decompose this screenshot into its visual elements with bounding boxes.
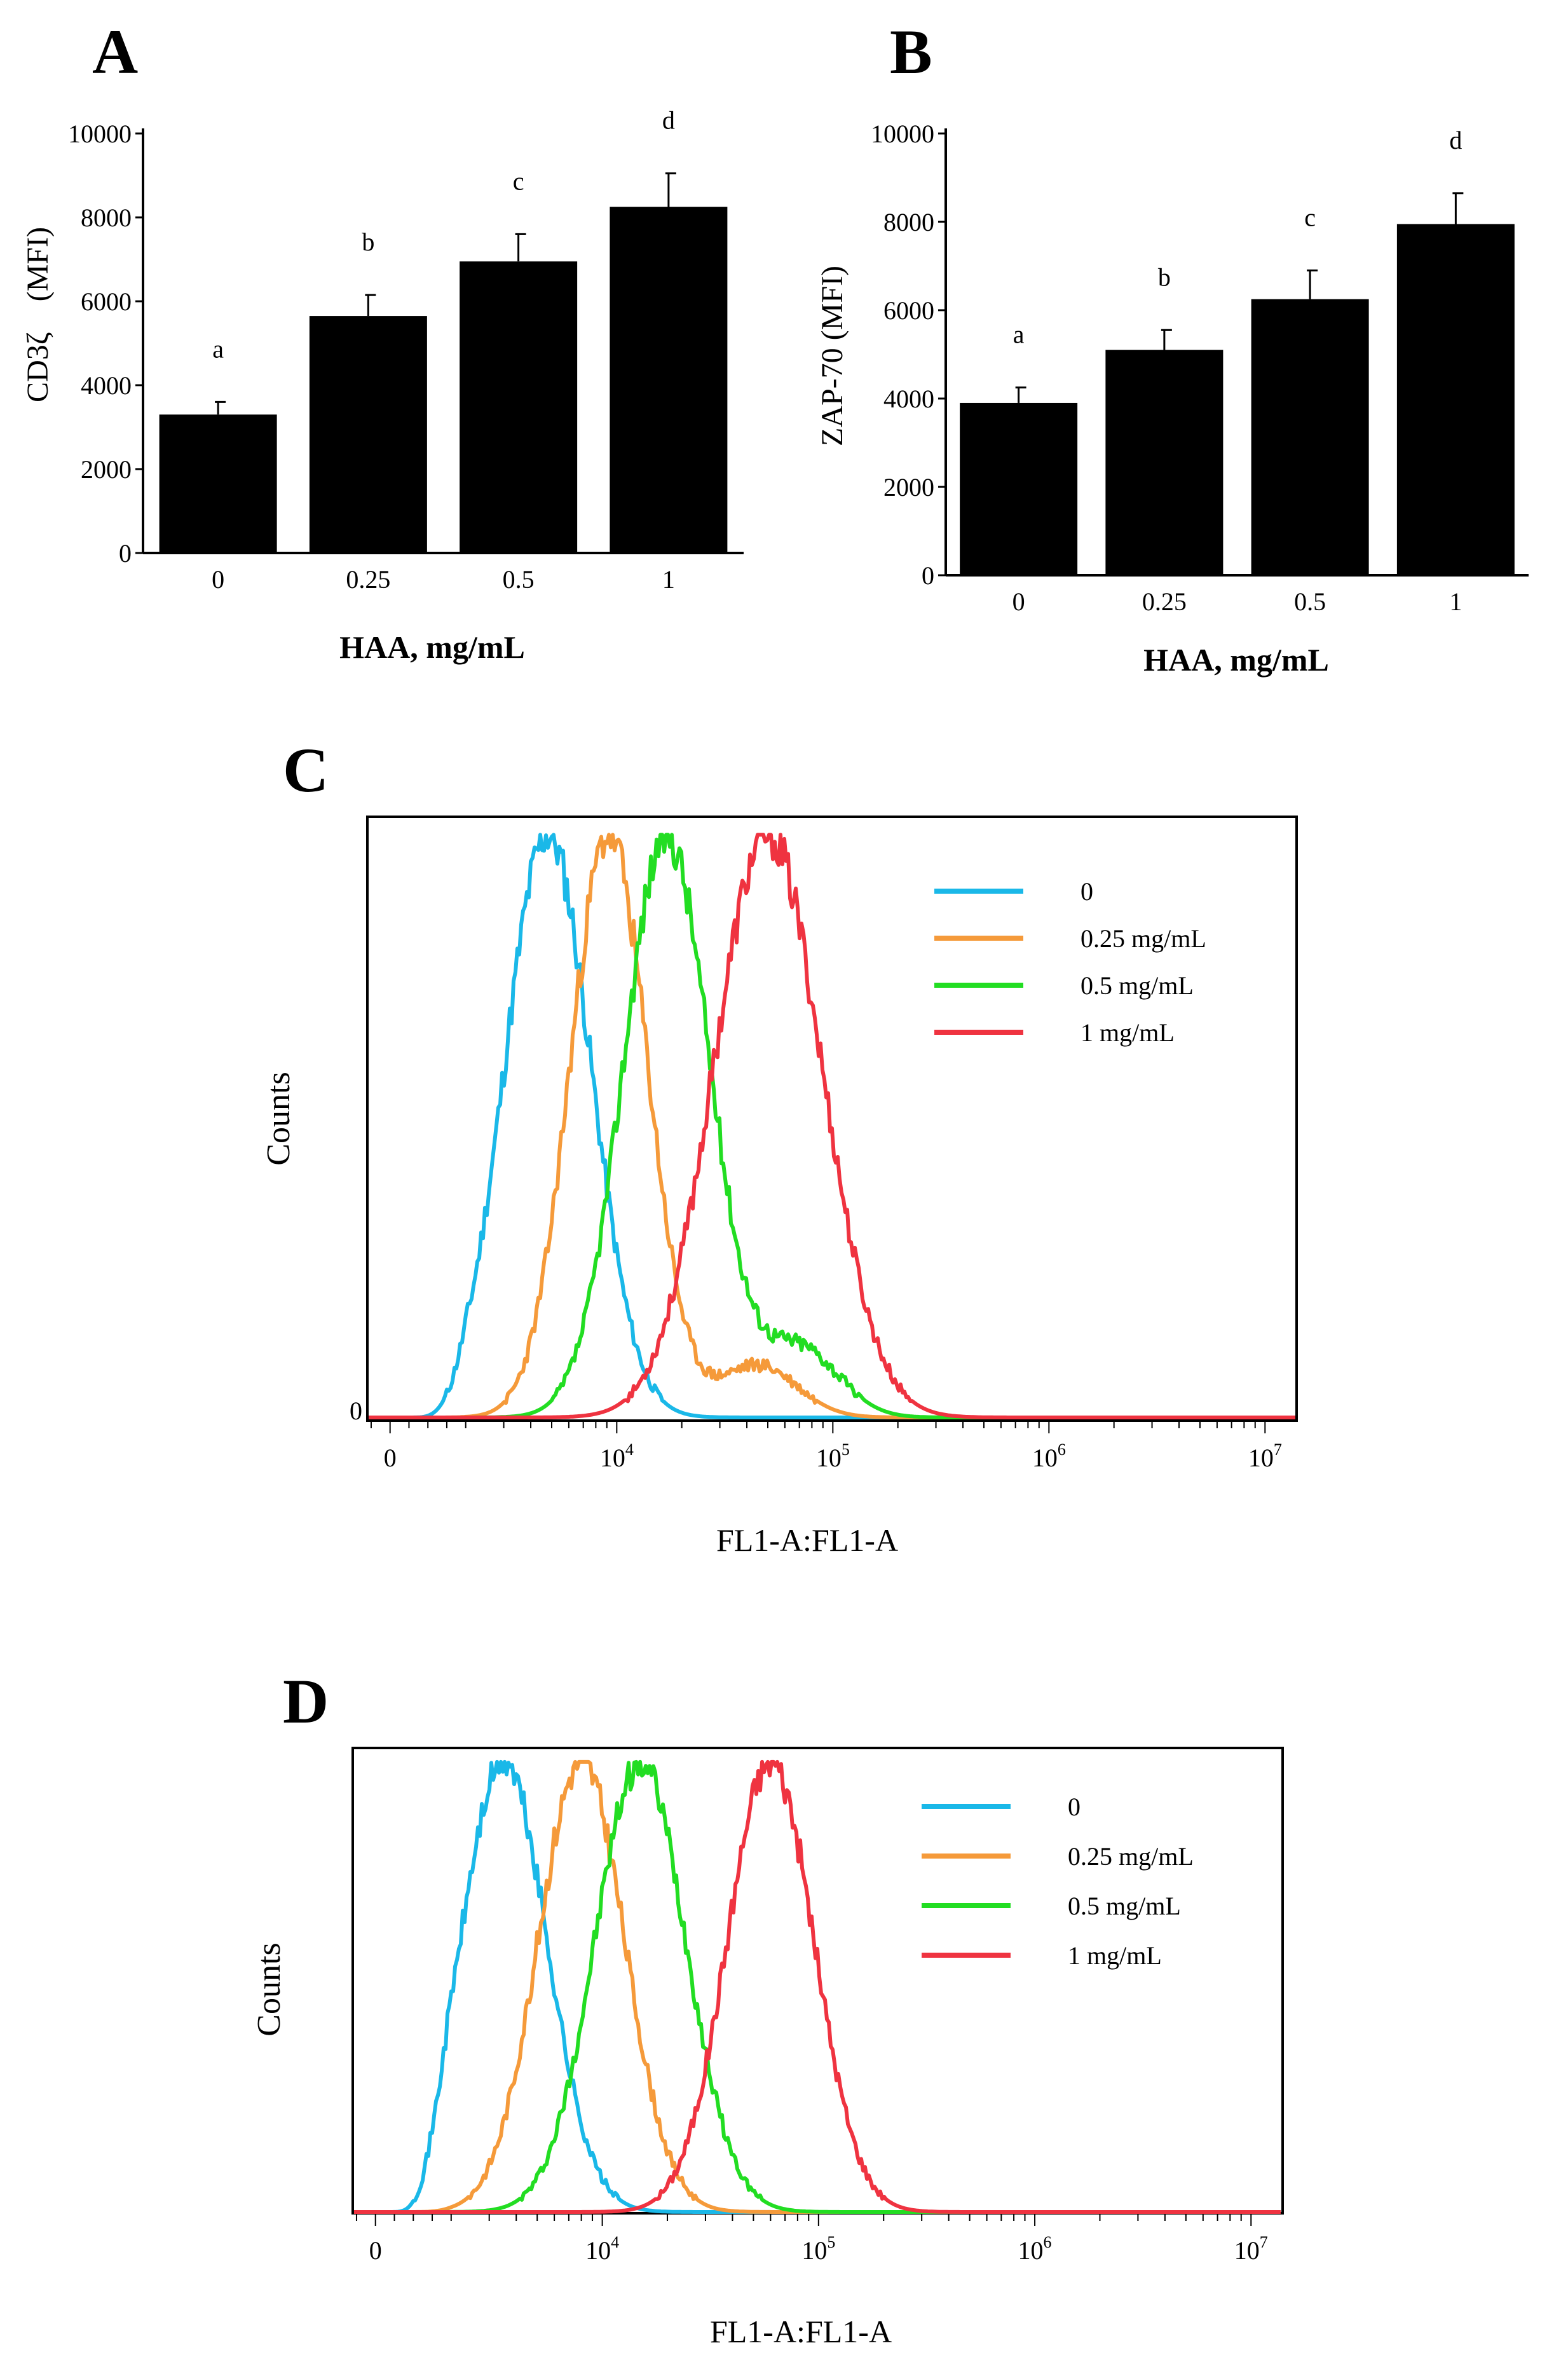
panel-a-x-tick-label: 1 — [662, 565, 675, 594]
panel-a-bar — [309, 316, 427, 553]
panel-b-significance-letter: a — [1013, 320, 1025, 349]
panel-d-x-tick-label: 106 — [1018, 2233, 1052, 2265]
panel-d-histogram: D Counts FL1-A:FL1-A 0 104 105 106 107 0 0.25 … — [251, 1666, 1284, 2349]
panel-a-significance-letter: b — [362, 228, 374, 256]
panel-c-plot-frame — [366, 816, 1298, 1422]
panel-b-x-tick-label: 0.5 — [1294, 587, 1326, 616]
panel-b-bar — [960, 402, 1078, 575]
panel-c-x-tick-label: 105 — [816, 1440, 850, 1472]
panel-c-x-tick-label: 104 — [600, 1440, 634, 1472]
panel-c-legend-label: 0 — [1081, 877, 1093, 906]
panel-d-legend-label: 0.25 mg/mL — [1068, 1842, 1194, 1871]
panel-a-significance-letter: c — [513, 167, 524, 195]
panel-b-x-axis-label: HAA, mg/mL — [1143, 642, 1329, 678]
panel-a-y-tick-label: 4000 — [81, 371, 132, 400]
panel-d-x-tick-label: 104 — [585, 2233, 619, 2265]
panel-b-significance-letter: c — [1304, 203, 1316, 231]
panel-b-significance-letter: d — [1449, 126, 1462, 154]
panel-b-x-tick-label: 1 — [1449, 587, 1462, 616]
panel-b-y-tick-label: 6000 — [883, 296, 934, 325]
panel-d-y-axis-label: Counts — [251, 1942, 287, 2036]
panel-c-legend-label: 1 mg/mL — [1081, 1018, 1175, 1047]
panel-b-bar — [1105, 350, 1224, 575]
panel-d-x-tick-label: 105 — [801, 2233, 835, 2265]
panel-b-y-tick-label: 2000 — [883, 473, 934, 502]
panel-b-y-tick-label: 4000 — [883, 385, 934, 413]
panel-b-y-tick-label: 8000 — [883, 208, 934, 236]
panel-d-series-1-mg-ml-line — [354, 1759, 1281, 2214]
panel-d-label: D — [283, 1666, 329, 1737]
panel-b-significance-letter: b — [1158, 263, 1171, 291]
panel-a-bar-chart: A CD3ζ (MFI) HAA, mg/mL 0 2000 4000 6000 800… — [21, 17, 744, 665]
panel-a-significance-letter: a — [212, 334, 224, 363]
panel-a-x-tick-label: 0.5 — [503, 565, 535, 594]
panel-a-y-tick-label: 0 — [119, 539, 132, 568]
panel-c-y-tick-label: 0 — [350, 1396, 362, 1425]
panel-b-bar — [1396, 224, 1515, 576]
panel-a-y-tick-label: 10000 — [68, 119, 132, 148]
panel-c-histogram: C Counts FL1-A:FL1-A 0 104 105 106 107000.25… — [261, 735, 1298, 1558]
panel-b-label: B — [890, 17, 932, 87]
panel-b-x-tick-label: 0 — [1012, 587, 1025, 616]
panel-b-y-tick-label: 0 — [922, 561, 934, 590]
panel-b-bar — [1251, 299, 1369, 575]
panel-a-y-tick-label: 6000 — [81, 287, 132, 316]
panel-b-y-tick-label: 10000 — [871, 119, 934, 148]
panel-a-bar — [460, 261, 578, 553]
panel-c-label: C — [283, 735, 329, 805]
panel-b-x-tick-label: 0.25 — [1142, 587, 1187, 616]
panel-a-x-axis-label: HAA, mg/mL — [339, 629, 525, 665]
panel-b-bar-chart: B ZAP-70 (MFI) HAA, mg/mL 0 2000 4000 6000 8… — [815, 17, 1529, 678]
panel-c-x-axis-label: FL1-A:FL1-A — [716, 1522, 898, 1558]
panel-d-legend-label: 0.5 mg/mL — [1068, 1892, 1181, 1920]
panel-a-bar — [159, 414, 277, 553]
panel-b-y-axis-label: ZAP-70 (MFI) — [815, 266, 849, 446]
panel-c-x-tick-label: 0 — [384, 1444, 397, 1472]
panel-c-legend-label: 0.25 mg/mL — [1081, 924, 1206, 953]
panel-a-x-tick-label: 0 — [212, 565, 224, 594]
panel-a-bar — [610, 207, 728, 553]
panel-c-x-tick-label: 106 — [1032, 1440, 1066, 1472]
panel-d-legend-label: 1 mg/mL — [1068, 1941, 1162, 1970]
panel-c-y-axis-label: Counts — [261, 1072, 297, 1165]
panel-a-significance-letter: d — [662, 106, 675, 135]
panel-c-series-1-mg-ml-line — [369, 833, 1295, 1419]
panel-a-x-tick-label: 0.25 — [346, 565, 390, 594]
panel-a-y-axis-label: CD3ζ (MFI) — [21, 227, 55, 402]
panel-d-legend-label: 0 — [1068, 1792, 1081, 1821]
panel-d-x-tick-label: 0 — [369, 2236, 382, 2265]
panel-c-x-tick-label: 107 — [1248, 1440, 1282, 1472]
panel-a-y-tick-label: 8000 — [81, 203, 132, 232]
panel-a-y-tick-label: 2000 — [81, 455, 132, 484]
panel-a-label: A — [92, 17, 138, 87]
panel-d-x-tick-label: 107 — [1234, 2233, 1268, 2265]
panel-c-legend-label: 0.5 mg/mL — [1081, 971, 1194, 1000]
panel-d-x-axis-label: FL1-A:FL1-A — [710, 2314, 892, 2349]
